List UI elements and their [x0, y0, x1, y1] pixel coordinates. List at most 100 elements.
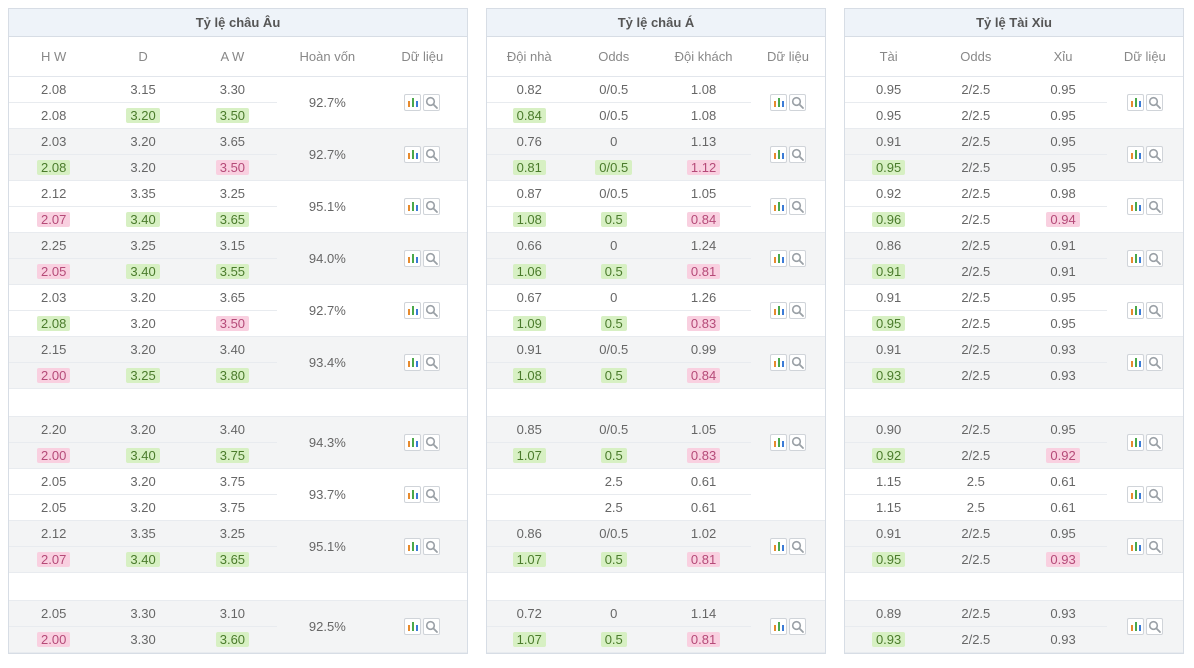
chart-icon[interactable] [404, 354, 421, 371]
odds-row: 0.922/2.50.98 [845, 181, 1183, 207]
chart-icon[interactable] [770, 250, 787, 267]
chart-icon[interactable] [1127, 250, 1144, 267]
magnifier-icon[interactable] [1146, 538, 1163, 555]
magnifier-icon[interactable] [423, 434, 440, 451]
odds-cell: 2.05 [9, 469, 98, 495]
magnifier-icon[interactable] [423, 618, 440, 635]
magnifier-icon[interactable] [1146, 94, 1163, 111]
odds-row: 0.7201.14 [487, 601, 825, 627]
chart-icon[interactable] [770, 94, 787, 111]
magnifier-icon[interactable] [1146, 434, 1163, 451]
chart-icon[interactable] [1127, 146, 1144, 163]
magnifier-icon[interactable] [423, 486, 440, 503]
odds-cell: 0.95 [1019, 129, 1106, 155]
magnifier-icon[interactable] [423, 354, 440, 371]
actions-cell [378, 337, 467, 389]
magnifier-icon[interactable] [423, 302, 440, 319]
odds-cell: 0.81 [487, 155, 572, 181]
odds-cell: 1.08 [656, 77, 751, 103]
magnifier-icon[interactable] [423, 250, 440, 267]
chart-icon[interactable] [404, 146, 421, 163]
chart-icon[interactable] [404, 250, 421, 267]
chart-icon[interactable] [1127, 618, 1144, 635]
magnifier-icon[interactable] [423, 198, 440, 215]
odds-cell: 0/0.5 [572, 337, 657, 363]
magnifier-icon[interactable] [789, 354, 806, 371]
chart-icon[interactable] [770, 618, 787, 635]
chart-icon[interactable] [404, 618, 421, 635]
chart-icon[interactable] [404, 302, 421, 319]
odds-cell: 3.35 [98, 181, 187, 207]
actions-cell [1107, 417, 1183, 469]
chart-icon[interactable] [770, 302, 787, 319]
odds-cell: 3.10 [188, 601, 277, 627]
chart-icon[interactable] [770, 538, 787, 555]
chart-icon[interactable] [404, 434, 421, 451]
magnifier-icon[interactable] [789, 198, 806, 215]
chart-icon[interactable] [404, 94, 421, 111]
actions-cell [751, 521, 825, 573]
odds-cell: 0.93 [1019, 547, 1106, 573]
odds-cell: 1.08 [487, 207, 572, 233]
odds-cell: 3.50 [188, 155, 277, 181]
chart-icon[interactable] [770, 146, 787, 163]
chart-icon[interactable] [770, 354, 787, 371]
odds-row: 0.860/0.51.02 [487, 521, 825, 547]
actions-cell [378, 601, 467, 653]
chart-icon[interactable] [1127, 94, 1144, 111]
odds-cell: 0.94 [1019, 207, 1106, 233]
actions-cell [751, 417, 825, 469]
chart-icon[interactable] [1127, 354, 1144, 371]
chart-icon[interactable] [1127, 486, 1144, 503]
actions-cell [751, 601, 825, 653]
magnifier-icon[interactable] [423, 538, 440, 555]
odds-cell: 3.35 [98, 521, 187, 547]
magnifier-icon[interactable] [1146, 486, 1163, 503]
chart-icon[interactable] [404, 538, 421, 555]
chart-icon[interactable] [770, 434, 787, 451]
magnifier-icon[interactable] [1146, 146, 1163, 163]
col-header: Dữ liệu [751, 37, 825, 77]
magnifier-icon[interactable] [1146, 618, 1163, 635]
odds-cell: 3.50 [188, 103, 277, 129]
magnifier-icon[interactable] [1146, 250, 1163, 267]
magnifier-icon[interactable] [423, 146, 440, 163]
odds-cell: 3.65 [188, 207, 277, 233]
odds-cell: 2/2.5 [932, 627, 1019, 653]
magnifier-icon[interactable] [789, 618, 806, 635]
odds-cell: 0.82 [487, 77, 572, 103]
odds-cell: 0.95 [845, 155, 932, 181]
odds-cell: 2.00 [9, 363, 98, 389]
magnifier-icon[interactable] [789, 94, 806, 111]
odds-row: 0.6601.24 [487, 233, 825, 259]
odds-cell: 0.91 [845, 259, 932, 285]
odds-row: 2.033.203.6592.7% [9, 285, 467, 311]
odds-cell: 0.86 [845, 233, 932, 259]
magnifier-icon[interactable] [1146, 302, 1163, 319]
magnifier-icon[interactable] [789, 302, 806, 319]
chart-icon[interactable] [404, 198, 421, 215]
magnifier-icon[interactable] [423, 94, 440, 111]
chart-icon[interactable] [1127, 434, 1144, 451]
odds-cell: 3.25 [98, 233, 187, 259]
magnifier-icon[interactable] [789, 434, 806, 451]
odds-cell: 3.30 [188, 77, 277, 103]
odds-row: 2.123.353.2595.1% [9, 181, 467, 207]
magnifier-icon[interactable] [1146, 198, 1163, 215]
odds-cell: 3.25 [188, 181, 277, 207]
odds-cell: 2.05 [9, 259, 98, 285]
odds-cell: 2/2.5 [932, 181, 1019, 207]
magnifier-icon[interactable] [1146, 354, 1163, 371]
chart-icon[interactable] [1127, 198, 1144, 215]
chart-icon[interactable] [770, 198, 787, 215]
chart-icon[interactable] [1127, 538, 1144, 555]
magnifier-icon[interactable] [789, 250, 806, 267]
chart-icon[interactable] [1127, 302, 1144, 319]
magnifier-icon[interactable] [789, 538, 806, 555]
odds-cell: 2.08 [9, 77, 98, 103]
chart-icon[interactable] [404, 486, 421, 503]
odds-cell: 0 [572, 233, 657, 259]
odds-cell: 0.95 [1019, 103, 1106, 129]
magnifier-icon[interactable] [789, 146, 806, 163]
odds-cell: 1.07 [487, 627, 572, 653]
